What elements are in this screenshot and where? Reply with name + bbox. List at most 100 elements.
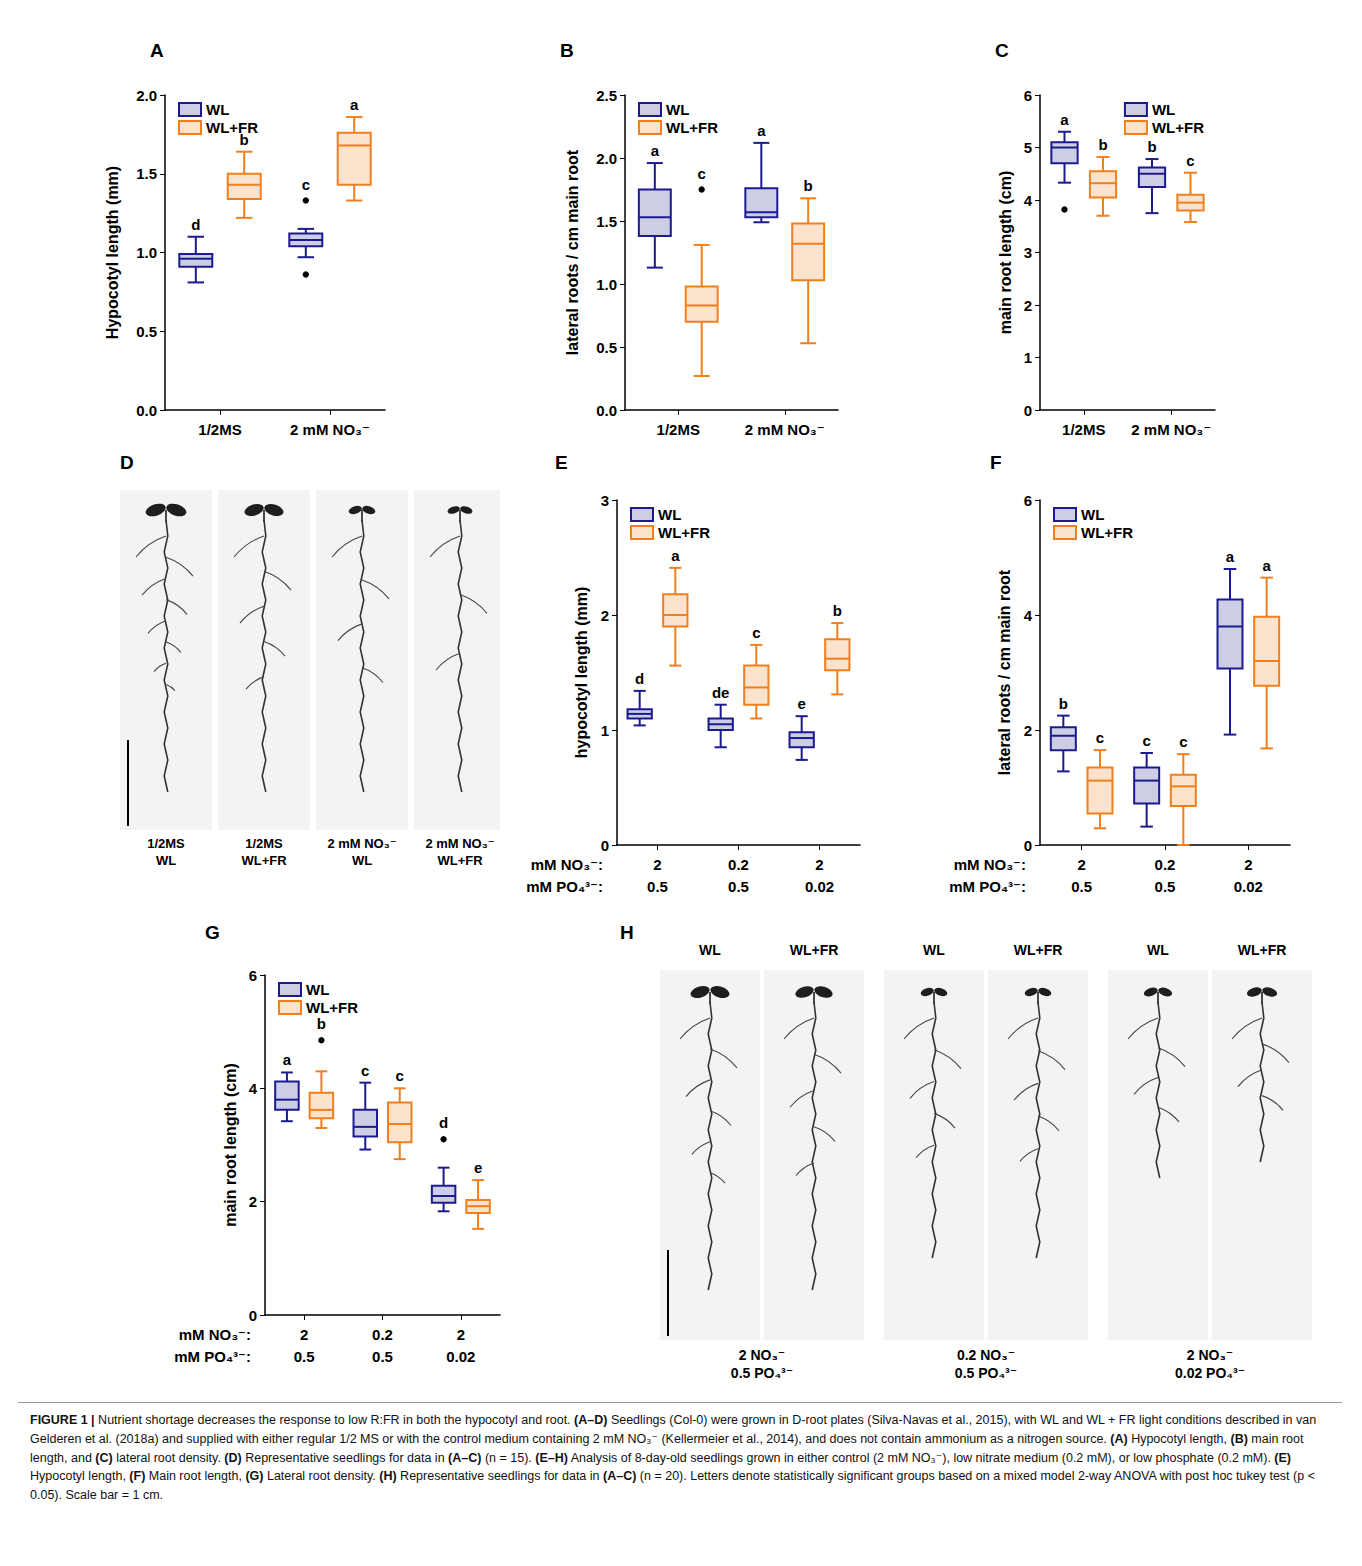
svg-text:2: 2 [1077, 856, 1085, 873]
svg-text:2: 2 [601, 607, 609, 624]
svg-text:WL+FR: WL+FR [306, 999, 358, 1016]
svg-text:2.0: 2.0 [136, 87, 157, 104]
svg-text:WL+FR: WL+FR [790, 942, 839, 958]
svg-text:0.2: 0.2 [1155, 856, 1176, 873]
svg-text:2: 2 [1244, 856, 1252, 873]
svg-text:mM NO₃⁻:: mM NO₃⁻: [179, 1326, 251, 1343]
svg-text:0.5 PO₄³⁻: 0.5 PO₄³⁻ [731, 1365, 793, 1381]
svg-text:1.0: 1.0 [136, 244, 157, 261]
svg-text:2: 2 [457, 1326, 465, 1343]
svg-text:mM PO₄³⁻:: mM PO₄³⁻: [174, 1348, 251, 1365]
svg-text:mM PO₄³⁻:: mM PO₄³⁻: [949, 878, 1026, 895]
svg-text:5: 5 [1024, 139, 1032, 156]
svg-text:d: d [439, 1114, 448, 1131]
svg-text:WL: WL [156, 853, 176, 868]
svg-text:4: 4 [249, 1080, 258, 1097]
svg-text:0.0: 0.0 [136, 402, 157, 419]
svg-text:1/2MS: 1/2MS [1062, 421, 1105, 438]
svg-text:a: a [671, 547, 680, 564]
svg-text:c: c [396, 1067, 404, 1084]
svg-text:2 mM NO₃⁻: 2 mM NO₃⁻ [745, 421, 825, 438]
svg-text:0.5: 0.5 [1155, 878, 1176, 895]
svg-text:1.5: 1.5 [136, 165, 157, 182]
svg-text:2.5: 2.5 [596, 87, 617, 104]
svg-text:WL: WL [206, 101, 229, 118]
svg-text:0.5: 0.5 [1071, 878, 1092, 895]
svg-text:mM NO₃⁻:: mM NO₃⁻: [954, 856, 1026, 873]
svg-text:WL: WL [699, 942, 721, 958]
svg-text:0.02: 0.02 [805, 878, 834, 895]
svg-text:0.02: 0.02 [1234, 878, 1263, 895]
svg-text:c: c [1142, 732, 1150, 749]
svg-text:a: a [283, 1051, 292, 1068]
svg-text:WL: WL [352, 853, 372, 868]
svg-text:WL+FR: WL+FR [666, 119, 718, 136]
svg-text:0.5: 0.5 [294, 1348, 315, 1365]
svg-text:3: 3 [1024, 244, 1032, 261]
svg-text:b: b [1147, 138, 1156, 155]
svg-text:WL+FR: WL+FR [241, 853, 287, 868]
svg-text:c: c [698, 165, 706, 182]
svg-text:1/2MS: 1/2MS [657, 421, 700, 438]
svg-text:b: b [1098, 136, 1107, 153]
svg-text:0: 0 [601, 837, 609, 854]
svg-text:4: 4 [1024, 192, 1033, 209]
svg-text:lateral roots / cm main root: lateral roots / cm main root [564, 149, 581, 355]
svg-text:WL: WL [658, 506, 681, 523]
svg-text:1: 1 [601, 722, 609, 739]
svg-text:b: b [1059, 695, 1068, 712]
svg-text:2 mM NO₃⁻: 2 mM NO₃⁻ [425, 836, 494, 851]
svg-text:2: 2 [300, 1326, 308, 1343]
svg-text:Hypocotyl length (mm): Hypocotyl length (mm) [104, 166, 121, 339]
svg-text:c: c [1096, 729, 1104, 746]
svg-text:c: c [1186, 152, 1194, 169]
svg-text:0.5: 0.5 [728, 878, 749, 895]
svg-text:0.2: 0.2 [728, 856, 749, 873]
svg-text:b: b [804, 177, 813, 194]
svg-text:WL+FR: WL+FR [206, 119, 258, 136]
svg-text:main root length (cm): main root length (cm) [222, 1063, 239, 1227]
svg-text:0: 0 [1024, 402, 1032, 419]
svg-text:0.02 PO₄³⁻: 0.02 PO₄³⁻ [1175, 1365, 1245, 1381]
svg-text:0.2 NO₃⁻: 0.2 NO₃⁻ [957, 1347, 1015, 1363]
svg-text:WL: WL [1152, 101, 1175, 118]
svg-text:WL+FR: WL+FR [1152, 119, 1204, 136]
svg-text:1/2MS: 1/2MS [147, 836, 185, 851]
svg-text:WL+FR: WL+FR [437, 853, 483, 868]
svg-text:mM NO₃⁻:: mM NO₃⁻: [531, 856, 603, 873]
svg-text:de: de [712, 684, 730, 701]
svg-text:6: 6 [249, 967, 257, 984]
svg-text:a: a [757, 122, 766, 139]
svg-text:WL+FR: WL+FR [658, 524, 710, 541]
svg-text:WL: WL [666, 101, 689, 118]
svg-text:WL+FR: WL+FR [1238, 942, 1287, 958]
svg-text:0.5: 0.5 [372, 1348, 393, 1365]
svg-text:e: e [474, 1159, 482, 1176]
svg-text:3: 3 [601, 492, 609, 509]
svg-text:2: 2 [1024, 297, 1032, 314]
svg-text:c: c [1179, 733, 1187, 750]
svg-text:hypocotyl length (mm): hypocotyl length (mm) [573, 587, 590, 759]
svg-text:6: 6 [1024, 87, 1032, 104]
svg-text:WL+FR: WL+FR [1081, 524, 1133, 541]
svg-text:a: a [1226, 548, 1235, 565]
svg-text:0.02: 0.02 [446, 1348, 475, 1365]
svg-text:2 mM NO₃⁻: 2 mM NO₃⁻ [1131, 421, 1211, 438]
svg-text:2: 2 [1024, 722, 1032, 739]
svg-text:0.0: 0.0 [596, 402, 617, 419]
svg-text:WL: WL [306, 981, 329, 998]
svg-text:b: b [317, 1015, 326, 1032]
svg-text:mM PO₄³⁻:: mM PO₄³⁻: [526, 878, 603, 895]
svg-text:6: 6 [1024, 492, 1032, 509]
svg-text:0.2: 0.2 [372, 1326, 393, 1343]
svg-text:0.5: 0.5 [136, 323, 157, 340]
svg-text:2 NO₃⁻: 2 NO₃⁻ [1187, 1347, 1234, 1363]
svg-text:1/2MS: 1/2MS [198, 421, 241, 438]
svg-text:2 mM NO₃⁻: 2 mM NO₃⁻ [290, 421, 370, 438]
svg-text:d: d [191, 216, 200, 233]
svg-text:lateral roots / cm main root: lateral roots / cm main root [996, 569, 1013, 775]
svg-text:4: 4 [1024, 607, 1033, 624]
svg-text:1.5: 1.5 [596, 213, 617, 230]
svg-text:c: c [302, 176, 310, 193]
svg-text:a: a [1262, 557, 1271, 574]
